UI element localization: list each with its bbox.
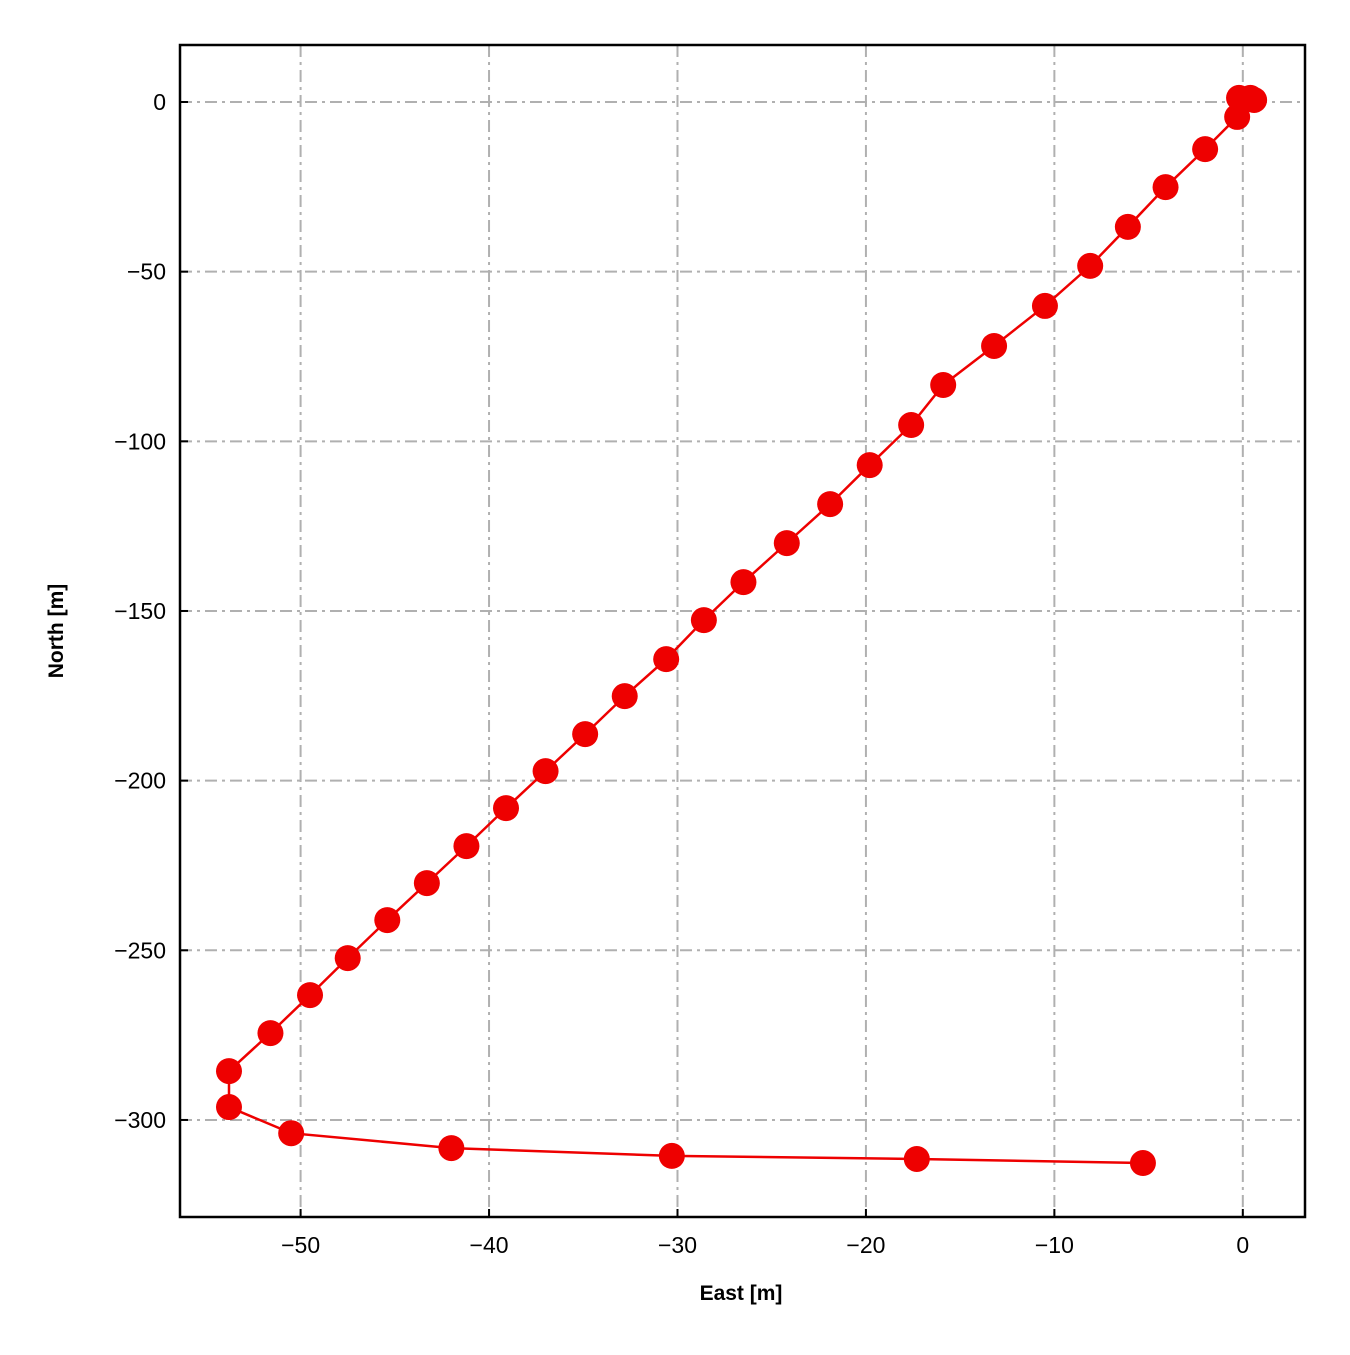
data-point (1192, 136, 1219, 163)
data-point (278, 1120, 305, 1147)
data-point (856, 452, 883, 479)
data-point (1224, 103, 1251, 130)
y-tick-label: −50 (127, 259, 166, 285)
x-tick-label: −10 (1035, 1232, 1074, 1258)
data-point (257, 1020, 284, 1047)
data-point (817, 491, 844, 518)
data-point (1226, 84, 1253, 111)
data-point (215, 1094, 242, 1121)
data-point (611, 683, 638, 710)
data-point (981, 332, 1008, 359)
data-point (1114, 213, 1141, 240)
x-tick-label: −30 (658, 1232, 697, 1258)
y-tick-label: −150 (114, 598, 166, 624)
y-axis-label: North [m] (45, 584, 68, 678)
data-point (690, 607, 717, 634)
data-point (730, 569, 757, 596)
data-point (1077, 252, 1104, 279)
x-tick-label: −50 (281, 1232, 320, 1258)
y-tick-label: −300 (114, 1107, 166, 1133)
data-point (1031, 292, 1058, 319)
x-axis-label: East [m] (700, 1282, 783, 1305)
x-tick-label: 0 (1236, 1232, 1249, 1258)
data-point (1129, 1150, 1156, 1177)
y-tick-label: 0 (153, 89, 166, 115)
y-tick-label: −250 (114, 937, 166, 963)
data-point (493, 795, 520, 822)
data-point (653, 646, 680, 673)
data-point (572, 721, 599, 748)
data-point (374, 907, 401, 934)
data-point (903, 1145, 930, 1172)
data-point (1152, 174, 1179, 201)
y-tick-label: −200 (114, 768, 166, 794)
data-point (438, 1135, 465, 1162)
x-tick-label: −20 (846, 1232, 885, 1258)
data-point (413, 870, 440, 897)
plot-frame (178, 43, 1307, 1219)
y-tick-label: −100 (114, 428, 166, 454)
data-point (930, 371, 957, 398)
data-point (215, 1058, 242, 1085)
data-point (334, 945, 361, 972)
data-point (297, 982, 324, 1009)
x-tick-label: −40 (470, 1232, 509, 1258)
data-point (898, 412, 925, 439)
data-point (453, 833, 480, 860)
data-line (227, 96, 1255, 1165)
data-point (532, 758, 559, 785)
data-point (658, 1142, 685, 1169)
data-point (773, 530, 800, 557)
